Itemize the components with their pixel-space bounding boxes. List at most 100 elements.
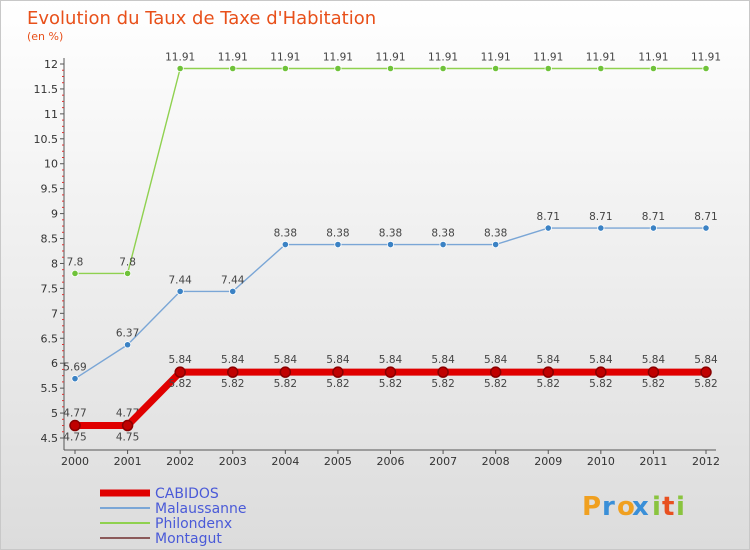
data-point	[227, 366, 239, 378]
data-point	[386, 64, 395, 73]
x-tick-label: 2006	[377, 455, 405, 468]
data-label: 8.71	[694, 211, 717, 223]
data-label: 11.91	[165, 51, 195, 63]
data-point	[334, 240, 342, 249]
y-tick-label: 8.5	[41, 233, 59, 246]
data-point	[229, 64, 237, 73]
data-label: 7.44	[221, 274, 245, 286]
data-point	[174, 366, 186, 378]
data-label: 8.38	[274, 228, 297, 240]
x-tick-label: 2002	[166, 455, 194, 468]
data-point	[281, 64, 289, 73]
y-tick-label: 9.5	[41, 183, 59, 196]
data-label: 5.82	[274, 378, 297, 390]
data-label: 11.91	[270, 51, 300, 63]
data-label: 4.75	[116, 432, 139, 444]
data-label: 8.38	[326, 228, 349, 240]
data-label: 11.91	[428, 51, 458, 63]
y-axis-label: (en %)	[27, 30, 63, 43]
data-point	[542, 366, 554, 378]
data-label: 5.84	[694, 354, 718, 366]
data-point	[489, 366, 502, 378]
data-point	[595, 366, 607, 378]
data-label: 5.84	[484, 354, 508, 366]
data-point	[702, 64, 710, 73]
data-label: 11.91	[586, 51, 616, 63]
x-tick-label: 2000	[61, 455, 89, 468]
data-label: 8.38	[431, 228, 454, 240]
x-tick-label: 2007	[429, 455, 457, 468]
logo-letter: i	[676, 492, 685, 522]
data-point	[69, 419, 81, 432]
data-point	[702, 224, 710, 232]
logo-letter: P	[582, 492, 601, 522]
data-label: 5.84	[221, 354, 245, 366]
data-label: 5.84	[168, 354, 192, 366]
data-label: 5.84	[326, 354, 350, 366]
data-label: 5.84	[537, 354, 561, 366]
legend-label: CABIDOS	[155, 486, 219, 502]
data-point	[71, 375, 79, 383]
data-label: 11.91	[533, 51, 563, 63]
x-tick-label: 2003	[219, 455, 247, 468]
y-tick-label: 9	[51, 208, 58, 221]
data-point	[281, 240, 289, 249]
y-tick-label: 11	[44, 108, 58, 121]
logo-letter: x	[632, 492, 649, 522]
data-label: 11.91	[638, 51, 668, 63]
data-point	[332, 366, 344, 378]
data-label: 11.91	[375, 51, 405, 63]
data-point	[439, 64, 447, 73]
data-label: 7.44	[168, 274, 192, 286]
data-point	[437, 366, 449, 378]
data-label: 8.38	[484, 228, 507, 240]
data-label: 8.71	[589, 211, 612, 223]
data-label: 11.91	[218, 51, 248, 63]
data-label: 7.8	[67, 256, 84, 268]
data-label: 5.84	[642, 354, 666, 366]
data-label: 7.8	[119, 256, 136, 268]
data-point	[492, 64, 500, 73]
data-point	[176, 64, 184, 73]
data-point	[649, 64, 658, 73]
data-label: 5.82	[589, 378, 612, 390]
y-tick-label: 5.5	[41, 382, 59, 395]
chart-title: Evolution du Taux de Taxe d'Habitation	[27, 8, 376, 29]
data-point	[386, 240, 395, 249]
data-label: 5.82	[642, 378, 665, 390]
y-tick-label: 12	[44, 58, 58, 71]
data-point	[229, 287, 237, 295]
data-point	[334, 64, 342, 73]
data-point	[176, 287, 184, 295]
logo-letter: t	[662, 492, 674, 522]
y-tick-label: 5	[51, 407, 58, 420]
data-label: 8.71	[642, 211, 665, 223]
axes: 4.5 5 5.5 6 6.5 7 7.5 8 8.5 9 9.5 10 10.5 11 11.5 12 200…	[34, 58, 720, 468]
series-philondenx: 7.8 7.8 11.91 11.91 11.91 11.91 11.91 11.91 11.9…	[67, 51, 721, 278]
y-tick-label: 8	[51, 257, 58, 270]
data-point	[700, 366, 712, 378]
y-tick-label: 10.5	[34, 133, 59, 146]
legend-label: Philondenx	[155, 516, 232, 532]
x-tick-label: 2005	[324, 455, 352, 468]
data-label: 4.77	[63, 408, 86, 420]
legend-label: Malaussanne	[155, 501, 247, 517]
data-label: 11.91	[691, 51, 721, 63]
data-label: 5.84	[431, 354, 455, 366]
x-tick-label: 2011	[639, 455, 667, 468]
data-point	[544, 64, 552, 73]
x-tick-label: 2008	[482, 455, 510, 468]
logo-letter: o	[617, 492, 635, 522]
logo-letter: i	[652, 492, 661, 522]
data-label: 5.84	[589, 354, 613, 366]
data-point	[123, 341, 132, 349]
x-tick-label: 2001	[114, 455, 142, 468]
data-point	[121, 419, 134, 432]
data-label: 5.82	[221, 378, 244, 390]
data-point	[649, 224, 658, 232]
series-cabidos: 4.75 4.75 5.82 5.82 5.82 5.82 5.82 5.82 5.82 5.82…	[63, 366, 718, 444]
data-label: 5.82	[484, 378, 507, 390]
data-label: 5.69	[63, 362, 86, 374]
y-tick-label: 4.5	[41, 432, 59, 445]
